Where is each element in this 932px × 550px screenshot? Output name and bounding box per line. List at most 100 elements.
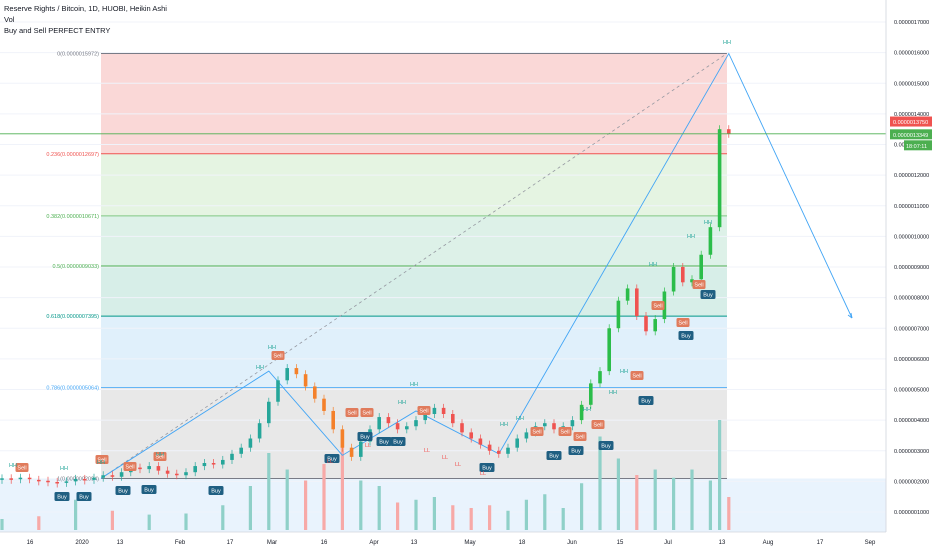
hh-marker: HH	[268, 345, 276, 351]
buy-signal-label: Buy	[681, 334, 691, 340]
candle-body	[377, 417, 381, 430]
sell-signal-label: Sell	[560, 430, 569, 436]
candle-body	[64, 481, 69, 483]
candle-body	[257, 423, 262, 439]
price-tick-label: 0.0000011000	[894, 204, 929, 210]
candle-body	[165, 470, 170, 474]
volume-bar	[37, 516, 41, 530]
candle-body	[690, 279, 694, 283]
sell-signal-label: Sell	[347, 411, 356, 417]
volume-bar	[506, 510, 510, 530]
candle-body	[681, 267, 685, 283]
fib-level-label: 0.786(0.0000005064)	[46, 386, 99, 392]
price-tick-label: 0.0000010000	[894, 234, 929, 240]
hh-marker: HH	[687, 234, 695, 240]
candle-body	[506, 447, 510, 454]
time-tick-label: 15	[617, 540, 624, 546]
candle-body	[524, 432, 529, 439]
fib-level-label: 0.382(0.0000010671)	[46, 214, 99, 220]
volume-bar	[561, 508, 565, 530]
sell-signal-tag	[345, 408, 359, 417]
sell-signal-label: Sell	[678, 321, 687, 327]
candle-body	[340, 429, 345, 448]
hh-marker: HH	[723, 40, 731, 46]
sell-signal-tag	[417, 406, 431, 415]
hh-marker: HH	[97, 460, 105, 466]
upper-price-label: 0.0000013750	[893, 120, 928, 126]
candle-body	[625, 288, 630, 301]
candle-body	[423, 414, 427, 421]
hh-marker: HH	[9, 463, 17, 469]
candle-body	[248, 438, 253, 448]
buy-signal-tag	[479, 463, 495, 472]
fib-level-label: 0.618(0.0000007395)	[46, 314, 99, 320]
volume-bar	[377, 486, 381, 530]
candle-body	[9, 478, 13, 480]
candle-body	[46, 480, 50, 483]
candle-body	[221, 459, 225, 465]
sell-signal-tag	[15, 463, 29, 472]
candle-body	[138, 467, 142, 470]
price-tick-label: 0.0000017000	[894, 20, 929, 26]
candle-body	[579, 404, 584, 421]
candle-body	[202, 463, 207, 467]
price-tick-label: 0.0000015000	[894, 81, 929, 87]
buy-signal-label: Buy	[327, 457, 337, 463]
candle-body	[727, 129, 731, 134]
hh-marker: HH	[60, 466, 68, 472]
volume-bar	[432, 497, 436, 530]
buy-signal-tag	[700, 290, 716, 299]
sell-signal-tag	[591, 420, 605, 429]
last-price-label: 0.0000013349	[893, 133, 928, 139]
last-price-badge	[890, 129, 932, 140]
sell-signal-tag	[123, 462, 137, 471]
time-tick-label: 2020	[75, 540, 89, 546]
candle-body	[478, 438, 483, 445]
zigzag-trend-line	[100, 52, 853, 479]
sell-signal-tag	[271, 351, 285, 360]
candle-body	[0, 478, 4, 480]
volume-bar	[184, 513, 188, 530]
hh-marker: HH	[156, 452, 164, 458]
candle-body	[708, 227, 713, 255]
candle-body	[313, 386, 317, 399]
candle-body	[386, 417, 391, 424]
volume-bar	[110, 510, 114, 530]
candle-body	[184, 472, 188, 476]
fib-level-label: 0.236(0.0000012697)	[46, 152, 99, 158]
ll-marker: LL	[442, 455, 448, 461]
fib-trend-line	[100, 53, 728, 479]
volume-bar	[451, 505, 455, 530]
time-tick-label: Sep	[865, 540, 876, 546]
volume-bar	[672, 477, 676, 530]
volume-bar	[396, 502, 400, 530]
buy-signal-label: Buy	[79, 495, 89, 501]
price-tick-label: 0.0000005000	[894, 388, 929, 394]
volume-bar	[74, 499, 78, 530]
chart-title: Reserve Rights / Bitcoin, 1D, HUOBI, Hei…	[4, 4, 167, 13]
hh-marker: HH	[609, 390, 617, 396]
volume-bar	[267, 453, 271, 530]
candle-body	[27, 477, 32, 480]
volume-bar	[304, 480, 308, 530]
candle-body	[101, 475, 105, 478]
buy-signal-label: Buy	[144, 488, 154, 494]
candle-body	[635, 288, 639, 316]
time-tick-label: Feb	[175, 540, 186, 546]
hh-marker: HH	[516, 416, 524, 422]
price-tick-label: 0.0000007000	[894, 326, 929, 332]
buy-signal-tag	[141, 485, 157, 494]
buy-signal-tag	[638, 396, 654, 405]
candle-body	[211, 463, 216, 465]
volume-bar	[616, 458, 620, 530]
candle-body	[717, 129, 722, 228]
buy-signal-tag	[54, 492, 70, 501]
volume-bar	[653, 469, 657, 530]
volume-bar	[340, 447, 344, 530]
sell-signal-label: Sell	[125, 465, 134, 471]
candle-body	[331, 410, 335, 430]
time-tick-label: May	[464, 540, 475, 546]
hh-marker: HH	[410, 382, 418, 388]
buy-signal-tag	[390, 437, 406, 446]
